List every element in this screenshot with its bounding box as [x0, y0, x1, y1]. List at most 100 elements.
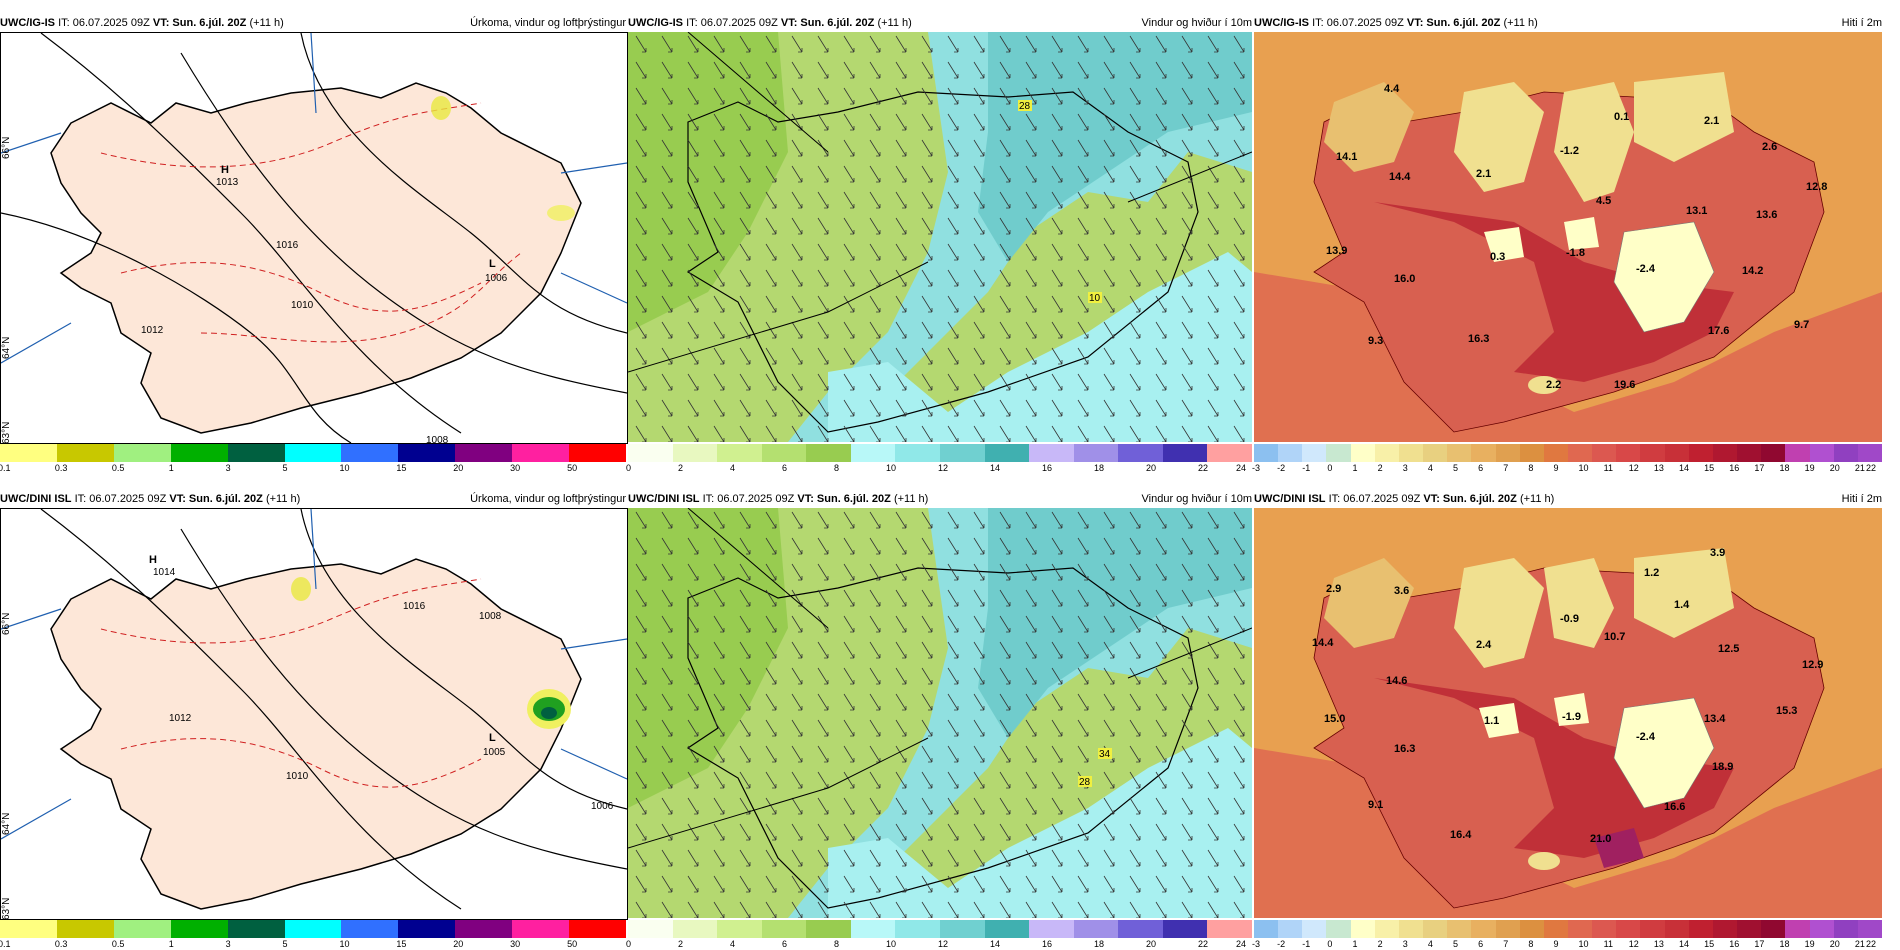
temp-label: 9.7: [1794, 319, 1809, 331]
colorbar-segment: [284, 444, 342, 462]
colorbar-segment: [628, 920, 674, 938]
precip-map[interactable]: H 1013 L 1006 1010 1012 1016 1008 66°N 6…: [0, 32, 628, 444]
colorbar-segment: [512, 444, 570, 462]
temp-label: 14.4: [1389, 171, 1411, 183]
gust-label: 28: [1019, 101, 1031, 112]
colorbar-segment: [1162, 920, 1208, 938]
colorbar-label: 20: [1829, 939, 1840, 949]
colorbar-segment: [1326, 444, 1352, 462]
isobar-label: 1016: [403, 601, 426, 612]
colorbar-segment: [1664, 920, 1690, 938]
isobar-label: 1012: [141, 325, 164, 336]
high-pressure-marker: H: [149, 554, 157, 566]
colorbar-label: 22: [1198, 463, 1209, 473]
colorbar-segment: [170, 444, 229, 462]
colorbar-segment: [1640, 444, 1666, 462]
temp-label: -2.4: [1636, 263, 1656, 275]
colorbar-segment: [1592, 444, 1617, 462]
isobar-label: 1010: [291, 300, 314, 311]
init-time: IT: 06.07.2025 09Z: [1328, 493, 1421, 505]
colorbar-label: 4: [730, 463, 736, 473]
colorbar-segment: [1118, 920, 1164, 938]
precip-map[interactable]: H 1014 L 1005 1010 1012 1016 1008 1006 6…: [0, 508, 628, 920]
colorbar-segment: [0, 444, 58, 462]
gust-label: 34: [1099, 749, 1111, 760]
temp-label: 1.4: [1674, 599, 1690, 611]
colorbar-label: 0: [1327, 939, 1333, 949]
temp-label: 2.6: [1762, 141, 1777, 153]
colorbar-segment: [455, 444, 513, 462]
temp-label: -1.8: [1566, 247, 1585, 259]
colorbar-label: 21: [1854, 463, 1865, 473]
colorbar-label: 15: [396, 463, 407, 473]
temp-label: -2.4: [1636, 731, 1656, 743]
colorbar-segment: [1398, 444, 1424, 462]
temp-label: -1.9: [1562, 711, 1581, 723]
wind-map[interactable]: 28 10: [628, 32, 1252, 442]
colorbar-label: 2: [1377, 939, 1383, 949]
temp-label: 16.6: [1664, 801, 1685, 813]
colorbar-segment: [1254, 444, 1279, 462]
colorbar-label: 20: [453, 939, 464, 949]
colorbar-label: 0.5: [111, 463, 125, 473]
temp-label: 4.4: [1384, 83, 1400, 95]
colorbar-segment: [1029, 920, 1075, 938]
valid-time: VT: Sun. 6.júl. 20Z: [797, 493, 891, 505]
panel-header: UWC/DINI ISL IT: 06.07.2025 09Z VT: Sun.…: [1254, 492, 1884, 506]
panel-title: Vindur og hviður í 10m: [1141, 17, 1252, 29]
temp-label: 15.0: [1324, 713, 1345, 725]
init-time: IT: 06.07.2025 09Z: [58, 17, 150, 29]
temp-label: 13.1: [1686, 205, 1707, 217]
colorbar-segment: [1616, 920, 1641, 938]
colorbar-label: 10: [886, 939, 897, 949]
colorbar-segment: [1592, 920, 1617, 938]
init-time: IT: 06.07.2025 09Z: [74, 493, 167, 505]
colorbar-segment: [1616, 444, 1641, 462]
colorbar-label: 3: [225, 939, 231, 949]
colorbar-segment: [1809, 920, 1835, 938]
panel-header: UWC/IG-IS IT: 06.07.2025 09Z VT: Sun. 6.…: [0, 16, 628, 30]
colorbar-segment: [341, 444, 399, 462]
colorbar-segment: [569, 920, 627, 938]
colorbar-label: 15: [1704, 939, 1715, 949]
panel-title: Vindur og hviður í 10m: [1141, 493, 1252, 505]
temp-map[interactable]: 4.4 14.1 14.4 -1.2 0.1 2.1 2.1 2.6 4.5 1…: [1254, 32, 1882, 442]
colorbar-label: 17: [1754, 939, 1765, 949]
lat-tick: 66°N: [1, 613, 12, 635]
row2-temp-panel: UWC/DINI ISL IT: 06.07.2025 09Z VT: Sun.…: [1252, 492, 1884, 949]
colorbar-segment: [850, 920, 896, 938]
temp-map[interactable]: 2.9 3.6 1.2 3.9 14.4 -0.9 1.4 2.4 10.7 1…: [1254, 508, 1882, 918]
colorbar-segment: [170, 920, 229, 938]
temp-label: 16.3: [1394, 743, 1415, 755]
gust-label: 28: [1079, 777, 1091, 788]
colorbar-label: -2: [1277, 463, 1286, 473]
colorbar-segment: [1350, 444, 1376, 462]
model-name: UWC/DINI ISL: [1254, 493, 1326, 505]
temp-colorbar: -3 -2 -1 0 1 2 3 4 5 6 7 8 9 10 11 12 13 14 15 16 17 18 19 20 21…: [1252, 444, 1883, 473]
colorbar-label: -3: [1252, 463, 1261, 473]
colorbar-label: 50: [567, 939, 578, 949]
colorbar-label: -3: [1252, 939, 1261, 949]
temp-label: 2.9: [1326, 583, 1341, 595]
wind-map[interactable]: 34 28: [628, 508, 1252, 918]
colorbar-segment: [1664, 444, 1690, 462]
colorbar-segment: [1254, 920, 1279, 938]
colorbar-segment: [1640, 920, 1666, 938]
colorbar-segment: [1302, 920, 1327, 938]
colorbar-segment: [1029, 444, 1075, 462]
colorbar-label: 0.1: [0, 939, 11, 949]
low-pressure-marker: L: [489, 258, 496, 270]
wind-colorbar: 0 2 4 6 8 10 12 14 16 18 20 22 24: [626, 444, 1253, 473]
colorbar-label: 6: [1478, 939, 1484, 949]
colorbar-segment: [1543, 444, 1569, 462]
model-name: UWC/IG-IS: [0, 17, 55, 29]
panel-header: UWC/IG-IS IT: 06.07.2025 09Z VT: Sun. 6.…: [628, 16, 1254, 30]
colorbar-segment: [761, 920, 807, 938]
colorbar-segment: [1423, 920, 1448, 938]
colorbar-label: 8: [1528, 939, 1534, 949]
isobar-label: 1016: [276, 240, 299, 251]
colorbar-label: 2: [678, 939, 684, 949]
colorbar-label: 0.5: [111, 939, 125, 949]
colorbar-label: 18: [1779, 939, 1790, 949]
lat-tick: 64°N: [1, 813, 12, 835]
